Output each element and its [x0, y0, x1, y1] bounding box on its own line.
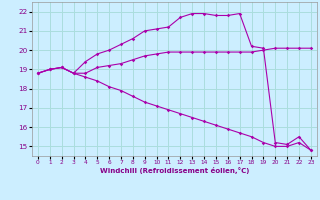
- X-axis label: Windchill (Refroidissement éolien,°C): Windchill (Refroidissement éolien,°C): [100, 167, 249, 174]
